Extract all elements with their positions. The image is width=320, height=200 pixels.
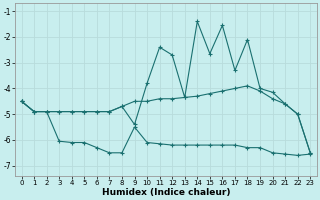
X-axis label: Humidex (Indice chaleur): Humidex (Indice chaleur) (102, 188, 230, 197)
